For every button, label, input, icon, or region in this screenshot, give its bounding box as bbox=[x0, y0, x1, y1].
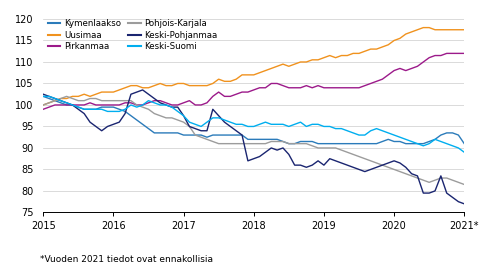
Text: *Vuoden 2021 tiedot ovat ennakollisia: *Vuoden 2021 tiedot ovat ennakollisia bbox=[40, 255, 212, 264]
Legend: Kymenlaakso, Uusimaa, Pirkanmaa, Pohjois-Karjala, Keski-Pohjanmaa, Keski-Suomi: Kymenlaakso, Uusimaa, Pirkanmaa, Pohjois… bbox=[47, 19, 217, 51]
